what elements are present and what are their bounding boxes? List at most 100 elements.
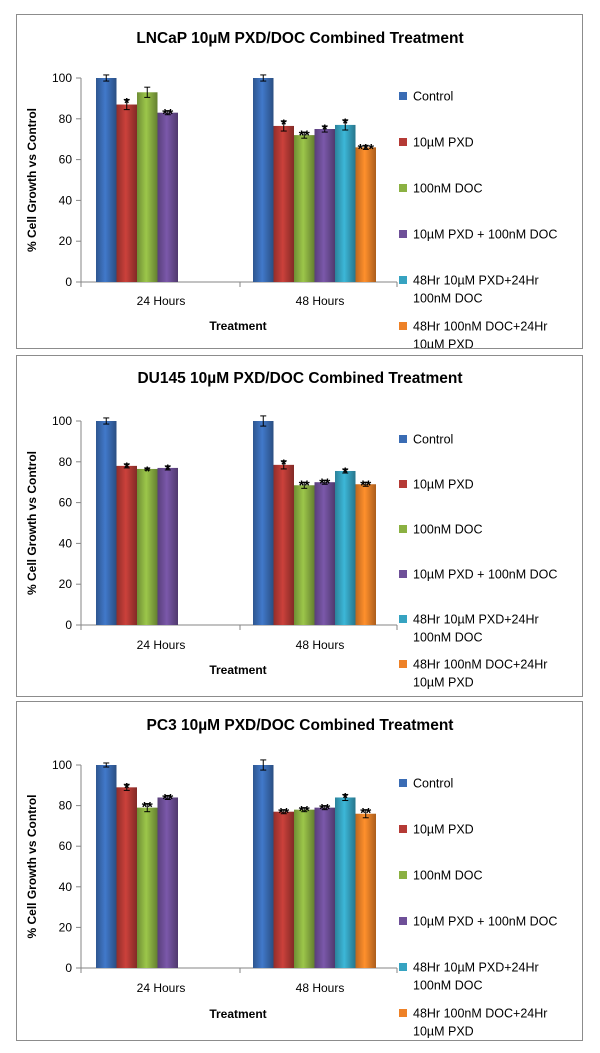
chart-title: LNCaP 10µM PXD/DOC Combined Treatment: [136, 30, 463, 47]
y-tick-label: 0: [65, 275, 72, 289]
legend-swatch: [399, 825, 407, 833]
x-axis-label: Treatment: [209, 1007, 266, 1021]
y-tick-label: 40: [59, 880, 73, 894]
y-tick-label: 40: [59, 536, 73, 550]
bar-control: [96, 421, 117, 625]
bar-doc_then_pxd: [355, 813, 376, 968]
legend-label: 48Hr 10µM PXD+24Hr 100nM DOC: [413, 961, 539, 993]
bar-doc_then_pxd: [355, 147, 376, 282]
legend-swatch: [399, 92, 407, 100]
y-tick-label: 100: [52, 71, 72, 85]
bar-pxd_then_doc: [335, 470, 356, 625]
y-tick-label: 40: [59, 193, 73, 207]
chart-du145: DU145 10µM PXD/DOC Combined Treatment 0 20…: [25, 370, 557, 690]
legend-label: Control: [413, 433, 453, 447]
significance-label: **: [360, 805, 371, 821]
bar-combo: [314, 482, 335, 625]
y-tick-label: 80: [59, 799, 73, 813]
y-tick-label: 60: [59, 153, 73, 167]
x-tick-label: 48 Hours: [296, 981, 345, 995]
bar-control: [253, 421, 274, 625]
bar-doc: [294, 809, 315, 968]
y-tick-label: 80: [59, 112, 73, 126]
legend-swatch: [399, 660, 407, 668]
significance-label: *: [124, 94, 130, 110]
significance-label: **: [299, 477, 310, 493]
legend-label: 10µM PXD: [413, 823, 474, 837]
bar-combo: [157, 112, 178, 283]
legend-label: 100nM DOC: [413, 523, 482, 537]
bar-doc_then_pxd: [355, 484, 376, 625]
legend-swatch: [399, 480, 407, 488]
chart-pc3: PC3 10µM PXD/DOC Combined Treatment 0 20 40…: [25, 717, 557, 1039]
bar-doc: [137, 807, 158, 968]
legend-label: 48Hr 10µM PXD+24Hr 100nM DOC: [413, 274, 539, 306]
bar-doc: [137, 468, 158, 625]
significance-label: *: [145, 463, 151, 479]
legend-label: 48Hr 10µM PXD+24Hr 100nM DOC: [413, 613, 539, 645]
chart-panel-lncap: LNCaP 10µM PXD/DOC Combined Treatment 0 20…: [16, 14, 583, 349]
legend-swatch: [399, 230, 407, 238]
bar-pxd: [273, 125, 294, 282]
legend-swatch: [399, 963, 407, 971]
legend-swatch: [399, 435, 407, 443]
significance-label: *: [343, 789, 349, 805]
legend-swatch: [399, 276, 407, 284]
bar-control: [253, 765, 274, 968]
legend-label: 10µM PXD + 100nM DOC: [413, 568, 557, 582]
legend-label: Control: [413, 777, 453, 791]
bar-doc: [137, 92, 158, 282]
y-tick-label: 100: [52, 414, 72, 428]
legend-label: 10µM PXD + 100nM DOC: [413, 915, 557, 929]
bar-combo: [157, 467, 178, 625]
significance-label: **: [319, 801, 330, 817]
x-tick-label: 24 Hours: [137, 981, 186, 995]
significance-label: *: [124, 779, 130, 795]
x-tick-label: 48 Hours: [296, 294, 345, 308]
legend-label: 100nM DOC: [413, 182, 482, 196]
bar-control: [96, 765, 117, 968]
y-tick-label: 100: [52, 758, 72, 772]
y-tick-label: 60: [59, 839, 73, 853]
bar-pxd_then_doc: [335, 124, 356, 282]
significance-label: *: [343, 464, 349, 480]
bar-pxd_then_doc: [335, 797, 356, 968]
chart-lncap: LNCaP 10µM PXD/DOC Combined Treatment 0 20…: [25, 30, 557, 349]
bar-control: [253, 78, 274, 282]
legend-label: Control: [413, 90, 453, 104]
chart-title: DU145 10µM PXD/DOC Combined Treatment: [137, 370, 462, 387]
significance-label: **: [299, 803, 310, 819]
bar-pxd: [116, 465, 137, 625]
legend-swatch: [399, 138, 407, 146]
significance-label: **: [162, 790, 173, 806]
significance-label: **: [142, 799, 153, 815]
significance-label: **: [299, 127, 310, 143]
y-tick-label: 20: [59, 234, 73, 248]
significance-label: **: [360, 477, 371, 493]
bar-pxd: [116, 787, 137, 968]
significance-label: *: [343, 115, 349, 131]
legend-label: 100nM DOC: [413, 869, 482, 883]
bar-doc: [294, 135, 315, 282]
x-tick-label: 24 Hours: [137, 638, 186, 652]
legend-swatch: [399, 917, 407, 925]
legend-label: 48Hr 100nM DOC+24Hr 10µM PXD: [413, 320, 547, 349]
legend-swatch: [399, 871, 407, 879]
y-tick-label: 0: [65, 961, 72, 975]
x-axis-label: Treatment: [209, 319, 266, 333]
y-tick-label: 20: [59, 920, 73, 934]
significance-label: *: [124, 459, 130, 475]
significance-label: ***: [358, 140, 375, 156]
chart-panel-pc3: PC3 10µM PXD/DOC Combined Treatment 0 20 40…: [16, 701, 583, 1041]
bar-combo: [314, 129, 335, 282]
bar-doc: [294, 485, 315, 625]
chart-panel-du145: DU145 10µM PXD/DOC Combined Treatment 0 20…: [16, 355, 583, 697]
legend-swatch: [399, 779, 407, 787]
y-axis-label: % Cell Growth vs Control: [25, 451, 39, 595]
legend-swatch: [399, 1009, 407, 1017]
bar-pxd: [273, 464, 294, 625]
bar-pxd: [116, 104, 137, 283]
significance-label: **: [162, 106, 173, 122]
chart-title: PC3 10µM PXD/DOC Combined Treatment: [147, 717, 454, 734]
bar-combo: [314, 807, 335, 968]
